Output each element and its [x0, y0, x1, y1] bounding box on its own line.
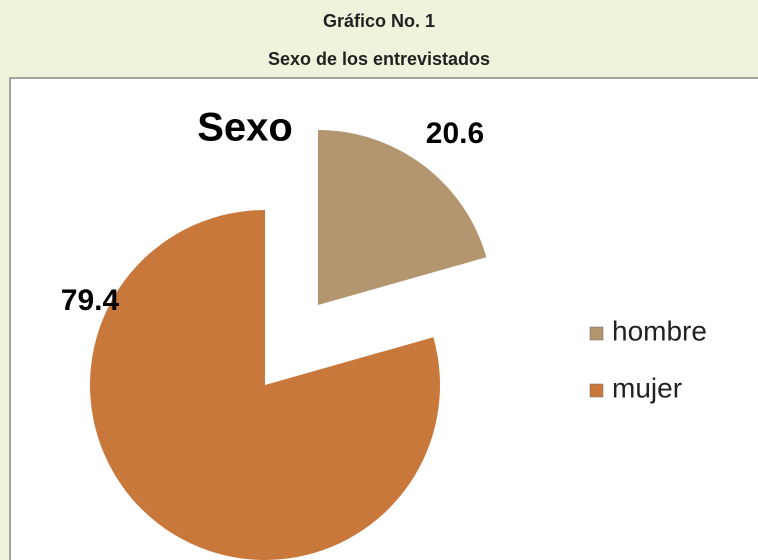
caption: Gráfico No. 1	[323, 11, 435, 31]
figure-title: Sexo de los entrevistados	[268, 49, 490, 69]
chart-title: Sexo	[197, 106, 293, 150]
page: {"header": {"caption": "Gráfico No. 1", …	[0, 0, 758, 560]
data-label: 20.6	[426, 117, 484, 150]
data-label: 79.4	[61, 284, 120, 317]
legend-swatch	[590, 384, 603, 397]
legend-label: mujer	[612, 372, 682, 403]
figure: Gráfico No. 1 Sexo de los entrevistados …	[0, 0, 758, 560]
legend-label: hombre	[612, 315, 707, 346]
legend-swatch	[590, 327, 603, 340]
